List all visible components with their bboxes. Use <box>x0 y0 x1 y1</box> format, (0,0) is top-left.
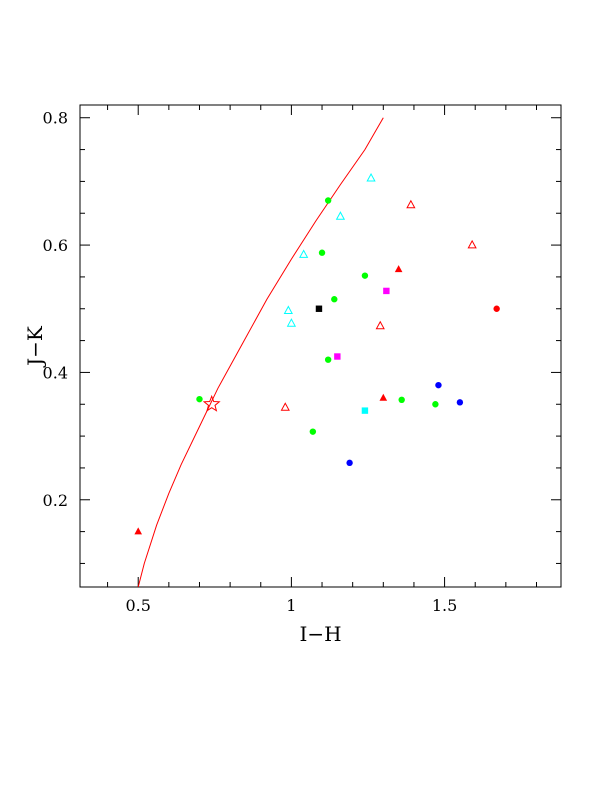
data-point-circle <box>361 272 369 279</box>
star-marker <box>202 394 221 412</box>
model-curve <box>137 117 384 587</box>
data-point-open-triangle <box>299 249 309 258</box>
x-tick-label: 1.5 <box>432 596 457 615</box>
data-point-open-triangle <box>467 239 477 249</box>
data-point-open-triangle <box>375 320 385 330</box>
data-point-triangle <box>394 265 403 273</box>
y-tick-label: 0.2 <box>43 491 68 510</box>
y-tick-label: 0.4 <box>43 363 68 382</box>
tick-labels: 0.5 1 1.5 0.2 0.4 0.6 0.8 <box>43 109 458 615</box>
data-point-circle <box>324 356 332 363</box>
data-point-triangle <box>134 527 143 535</box>
data-point-circle <box>432 401 439 408</box>
x-axis-label: I−H <box>299 622 341 646</box>
data-point-circle <box>196 395 203 403</box>
data-point-circle <box>398 396 405 404</box>
x-tick-label: 0.5 <box>125 596 150 615</box>
data-point-open-triangle <box>406 199 416 209</box>
x-tick-label: 1 <box>286 596 296 615</box>
data-point-circle <box>456 399 464 406</box>
y-axis-label: J−K <box>23 325 47 368</box>
data-point-circle <box>318 249 326 256</box>
data-point-circle <box>324 197 332 204</box>
data-point-circle <box>435 381 442 389</box>
data-point-triangle <box>379 393 388 401</box>
data-point-circle <box>346 459 353 467</box>
y-tick-label: 0.8 <box>43 109 68 128</box>
data-point-open-triangle <box>286 318 297 327</box>
data-point-circle <box>331 296 338 303</box>
y-tick-label: 0.6 <box>43 236 68 255</box>
data-point-square <box>383 287 390 295</box>
data-point-circle <box>309 428 317 435</box>
data-points <box>134 172 500 535</box>
model-curve-line <box>137 117 384 587</box>
plot-frame <box>79 104 562 588</box>
data-point-square <box>315 305 323 312</box>
data-point-circle <box>493 305 500 312</box>
data-point-open-triangle <box>335 211 346 220</box>
data-point-open-triangle <box>283 305 293 314</box>
data-point-square <box>361 407 369 414</box>
data-point-open-triangle <box>366 172 376 182</box>
axis-ticks <box>80 105 561 587</box>
data-point-open-triangle <box>280 402 290 411</box>
data-point-square <box>334 353 341 360</box>
